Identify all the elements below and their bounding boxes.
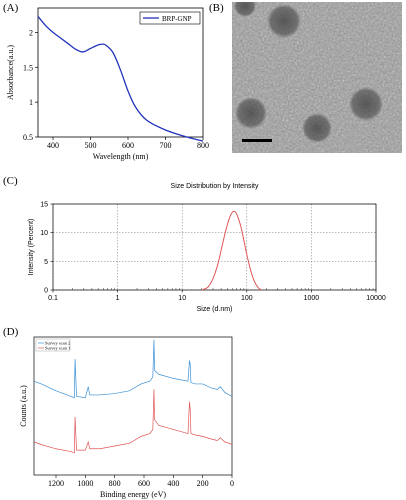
y-tick-label: 5: [44, 259, 48, 266]
xps-series-line: [33, 339, 233, 399]
x-tick-label: 1: [116, 295, 120, 302]
x-tick-label: 500: [85, 141, 97, 150]
panel-label-a: (A): [3, 2, 19, 14]
xps-series-line: [33, 389, 233, 454]
x-tick-label: 600: [138, 479, 150, 488]
x-tick-label: 1200: [48, 479, 64, 488]
x-tick-label: 400: [47, 141, 59, 150]
legend-box: [35, 338, 71, 352]
x-tick-label: 1000: [304, 295, 320, 302]
panel-label-c: (C): [3, 175, 18, 187]
legend-label: BRP-GNP: [162, 15, 192, 23]
legend-label: Survey scan 2: [45, 341, 70, 346]
legend-label: Survey scan 1: [45, 346, 70, 351]
y-tick-label: 2: [29, 28, 33, 37]
tem-micrograph: [232, 2, 402, 153]
nanoparticle: [349, 87, 383, 121]
y-axis-label: Absorbance(a.u.): [6, 45, 15, 100]
legend-box: [139, 11, 201, 25]
y-tick-label: 10: [40, 230, 48, 237]
series-line-brp-gnp: [37, 15, 204, 142]
scale-bar: [242, 139, 272, 142]
x-tick-label: 700: [160, 141, 172, 150]
y-tick-label: 15: [40, 202, 48, 209]
x-axis-label: Size (d.nm): [197, 306, 233, 313]
nanoparticle: [235, 97, 267, 129]
y-axis-label: Intensity (Percent): [28, 219, 35, 276]
x-tick-label: 800: [109, 479, 121, 488]
plot-frame: [52, 203, 377, 291]
x-tick-label: 200: [197, 479, 209, 488]
chart-title: Size Distribution by Intensity: [171, 183, 259, 190]
x-tick-label: 800: [197, 141, 209, 150]
uv-vis-chart: 400 500 600 700 800 0.5 1 1.5 2 Wavelength (nm) Ab…: [6, 7, 209, 161]
nanoparticle: [267, 4, 301, 38]
xps-survey-chart: 1200 1000 800 600 400 200 0 Binding energy (eV)…: [19, 336, 234, 499]
x-tick-label: 0: [230, 479, 234, 488]
y-tick-label: 0.5: [23, 133, 33, 142]
size-distribution-line: [201, 210, 262, 291]
x-tick-label: 1000: [77, 479, 93, 488]
panel-label-b: (B): [209, 2, 224, 14]
x-tick-label: 10000: [366, 295, 386, 302]
x-tick-label: 600: [122, 141, 134, 150]
plot-frame: [37, 7, 204, 138]
x-axis-label: Wavelength (nm): [93, 152, 149, 161]
panel-label-d: (D): [3, 326, 19, 338]
x-tick-label: 10: [178, 295, 186, 302]
nanoparticle: [234, 2, 256, 17]
y-tick-label: 1.5: [23, 63, 33, 72]
y-tick-label: 0: [44, 288, 48, 295]
y-axis-label: Counts (a.u.): [19, 385, 28, 427]
x-tick-label: 400: [167, 479, 179, 488]
x-axis-label: Binding energy (eV): [100, 490, 166, 499]
y-tick-label: 1: [29, 98, 33, 107]
nanoparticle: [302, 113, 332, 143]
x-tick-label: 0.1: [48, 295, 58, 302]
plot-frame: [33, 336, 233, 476]
x-tick-label: 100: [241, 295, 253, 302]
